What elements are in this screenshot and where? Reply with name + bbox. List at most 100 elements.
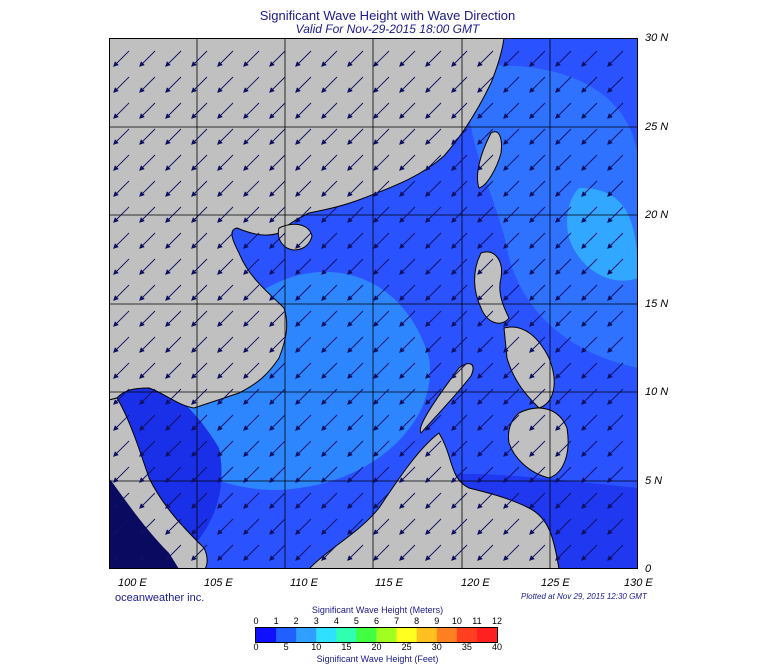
wave-direction-arrow-icon: [269, 50, 286, 67]
land-sumatra: [109, 478, 179, 569]
wave-direction-arrow-icon: [555, 180, 572, 197]
wave-direction-arrow-icon: [295, 258, 312, 275]
wave-direction-arrow-icon: [451, 102, 468, 119]
wave-direction-arrow-icon: [295, 362, 312, 379]
wave-direction-arrow-icon: [373, 232, 390, 249]
wave-direction-arrow-icon: [165, 154, 182, 171]
wave-direction-arrow-icon: [217, 50, 234, 67]
wave-direction-arrow-icon: [217, 206, 234, 223]
wave-direction-arrow-icon: [399, 128, 416, 145]
wave-direction-arrow-icon: [217, 518, 234, 535]
wave-direction-arrow-icon: [503, 544, 520, 561]
wave-direction-arrow-icon: [217, 414, 234, 431]
wave-direction-arrow-icon: [113, 544, 130, 561]
wave-direction-arrow-icon: [243, 414, 260, 431]
wave-direction-arrow-icon: [113, 466, 130, 483]
wave-direction-arrow-icon: [451, 466, 468, 483]
wave-direction-arrow-icon: [217, 284, 234, 301]
wave-direction-arrow-icon: [425, 154, 442, 171]
wave-direction-arrow-icon: [425, 128, 442, 145]
wave-direction-arrow-icon: [347, 284, 364, 301]
wave-direction-arrow-icon: [581, 362, 598, 379]
wave-direction-arrow-icon: [399, 50, 416, 67]
wave-direction-arrow-icon: [243, 154, 260, 171]
wave-direction-arrow-icon: [191, 180, 208, 197]
colorbar-segment: [356, 628, 377, 642]
wave-direction-arrow-icon: [477, 310, 494, 327]
wave-direction-arrow-icon: [581, 388, 598, 405]
wave-direction-arrow-icon: [529, 336, 546, 353]
wave-direction-arrow-icon: [347, 440, 364, 457]
wave-direction-arrow-icon: [139, 284, 156, 301]
wave-direction-arrow-icon: [321, 518, 338, 535]
wave-direction-arrow-icon: [243, 206, 260, 223]
wave-direction-arrow-icon: [243, 102, 260, 119]
wave-direction-arrow-icon: [451, 336, 468, 353]
wave-direction-arrow-icon: [191, 310, 208, 327]
wave-direction-arrow-icon: [581, 180, 598, 197]
wave-direction-arrow-icon: [269, 206, 286, 223]
valid-time: Valid For Nov-29-2015 18:00 GMT: [295, 22, 480, 36]
wave-direction-arrow-icon: [139, 76, 156, 93]
wave-direction-arrow-icon: [477, 440, 494, 457]
wave-direction-arrow-icon: [529, 180, 546, 197]
wave-direction-arrow-icon: [373, 440, 390, 457]
meters-tick-label: 1: [273, 616, 279, 626]
wave-direction-arrow-icon: [295, 102, 312, 119]
wave-direction-arrow-icon: [555, 362, 572, 379]
wave-direction-arrow-icon: [113, 518, 130, 535]
wave-direction-arrow-icon: [321, 440, 338, 457]
wave-direction-arrow-icon: [529, 362, 546, 379]
wave-direction-arrow-icon: [373, 414, 390, 431]
feet-tick-label: 10: [311, 642, 322, 652]
wave-direction-arrow-icon: [425, 102, 442, 119]
wave-direction-arrow-icon: [529, 310, 546, 327]
wave-direction-arrow-icon: [477, 466, 494, 483]
wave-direction-arrow-icon: [425, 362, 442, 379]
lat-lon-grid: [109, 38, 638, 569]
wave-direction-arrow-icon: [373, 180, 390, 197]
wave-direction-arrow-icon: [191, 362, 208, 379]
land-visayas: [503, 326, 555, 409]
wave-direction-arrow-icon: [607, 492, 624, 509]
wave-direction-arrow-icon: [139, 388, 156, 405]
wave-direction-arrow-icon: [607, 206, 624, 223]
wave-direction-arrow-icon: [503, 206, 520, 223]
wave-direction-arrow-icon: [113, 414, 130, 431]
wave-direction-arrow-icon: [451, 544, 468, 561]
wave-direction-arrow-icon: [347, 258, 364, 275]
colorbar-segment: [456, 628, 478, 642]
wave-direction-arrow-icon: [269, 128, 286, 145]
wave-direction-arrow-icon: [321, 50, 338, 67]
meters-tick-label: 10: [451, 616, 462, 626]
lon-label: 130 E: [624, 577, 653, 589]
wave-direction-arrow-icon: [581, 232, 598, 249]
wave-direction-arrow-icon: [425, 50, 442, 67]
wave-direction-arrow-icon: [399, 310, 416, 327]
wave-direction-arrow-icon: [451, 206, 468, 223]
wave-direction-arrow-icon: [581, 76, 598, 93]
wave-direction-arrow-icon: [607, 440, 624, 457]
wave-direction-arrow-icon: [399, 180, 416, 197]
wave-direction-arrow-icon: [165, 544, 182, 561]
wave-direction-arrow-icon: [451, 154, 468, 171]
wave-direction-arrow-icon: [165, 76, 182, 93]
wave-direction-arrow-icon: [503, 362, 520, 379]
wave-direction-arrow-icon: [243, 76, 260, 93]
wave-direction-arrow-icon: [295, 414, 312, 431]
wave-direction-arrow-icon: [191, 336, 208, 353]
lon-label: 125 E: [541, 577, 570, 589]
meters-tick-label: 0: [253, 616, 259, 626]
wave-direction-arrow-icon: [191, 258, 208, 275]
wave-direction-arrow-icon: [191, 154, 208, 171]
wave-direction-arrow-icon: [399, 206, 416, 223]
meters-tick-label: 4: [333, 616, 339, 626]
wave-direction-arrow-icon: [373, 206, 390, 223]
wave-direction-arrow-icon: [451, 232, 468, 249]
wave-direction-arrow-icon: [451, 414, 468, 431]
wave-direction-arrow-icon: [477, 154, 494, 171]
wave-direction-arrow-icon: [399, 414, 416, 431]
lon-label: 110 E: [290, 577, 318, 589]
wave-direction-arrow-icon: [529, 258, 546, 275]
wave-direction-arrow-icon: [607, 258, 624, 275]
